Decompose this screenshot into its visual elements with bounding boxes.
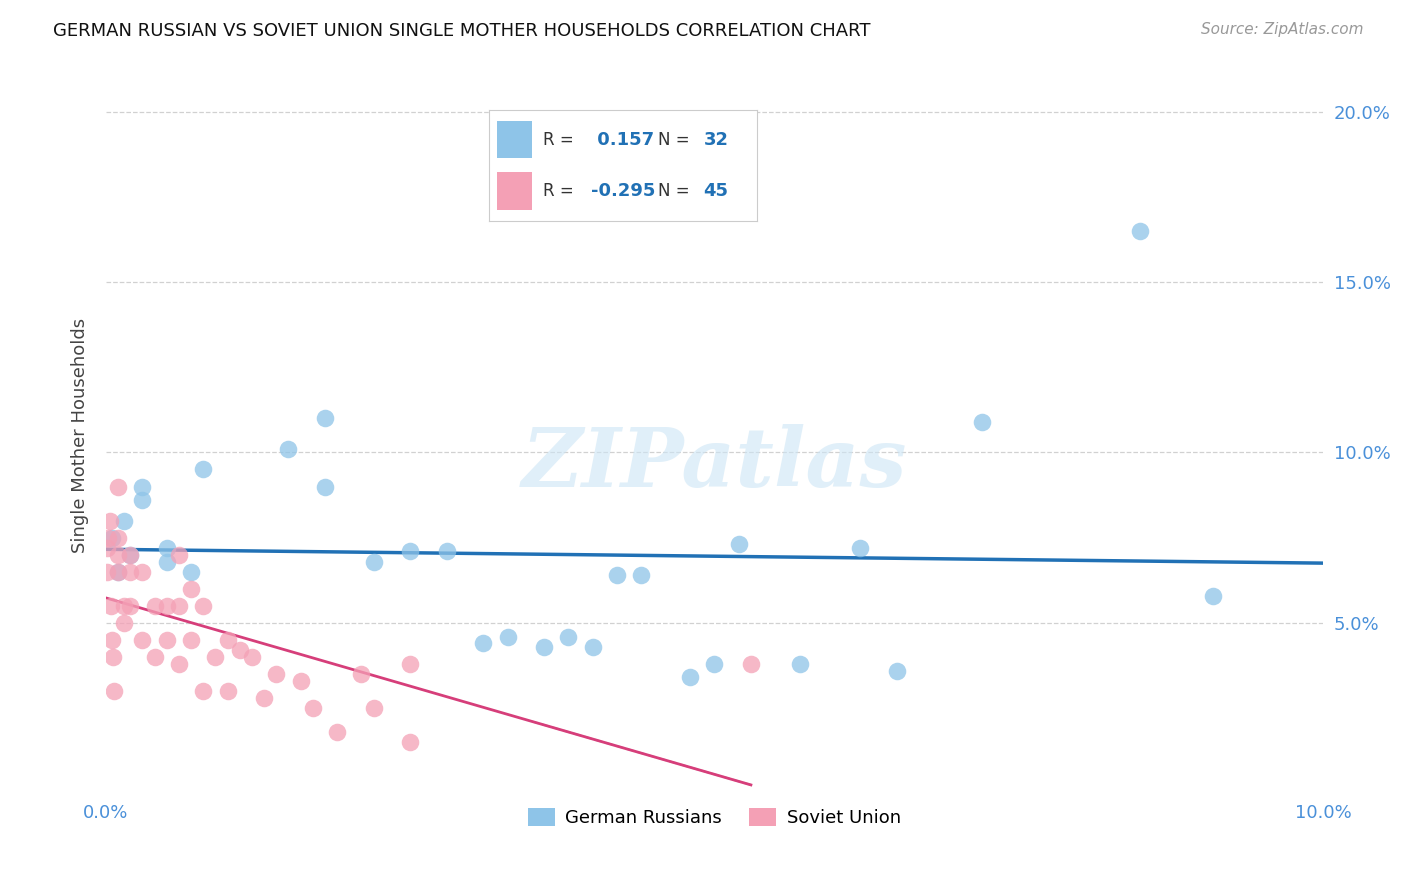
Point	[727, 537, 749, 551]
Point	[103, 684, 125, 698]
Point	[630, 568, 652, 582]
Point	[363, 701, 385, 715]
Point	[229, 643, 252, 657]
Point	[290, 673, 312, 688]
Point	[180, 565, 202, 579]
Point	[703, 657, 725, 671]
Point	[131, 565, 153, 579]
Point	[277, 442, 299, 456]
Point	[886, 664, 908, 678]
Point	[533, 640, 555, 654]
Point	[107, 531, 129, 545]
Point	[180, 582, 202, 596]
Point	[107, 479, 129, 493]
Point	[557, 630, 579, 644]
Point	[96, 541, 118, 555]
Point	[156, 632, 179, 647]
Text: Source: ZipAtlas.com: Source: ZipAtlas.com	[1201, 22, 1364, 37]
Point	[240, 650, 263, 665]
Point	[363, 555, 385, 569]
Point	[193, 599, 215, 613]
Point	[103, 650, 125, 665]
Point	[314, 479, 336, 493]
Point	[740, 657, 762, 671]
Point	[120, 548, 142, 562]
Point	[326, 725, 349, 739]
Point	[1202, 589, 1225, 603]
Legend: German Russians, Soviet Union: German Russians, Soviet Union	[520, 801, 908, 834]
Point	[112, 599, 135, 613]
Point	[217, 684, 239, 698]
Point	[120, 548, 142, 562]
Point	[350, 667, 373, 681]
Point	[101, 531, 124, 545]
Point	[143, 650, 166, 665]
Point	[143, 599, 166, 613]
Text: ZIPatlas: ZIPatlas	[522, 424, 907, 504]
Point	[96, 565, 118, 579]
Point	[107, 565, 129, 579]
Point	[97, 531, 120, 545]
Point	[156, 599, 179, 613]
Point	[167, 657, 190, 671]
Point	[399, 544, 422, 558]
Point	[582, 640, 605, 654]
Point	[120, 565, 142, 579]
Point	[131, 479, 153, 493]
Point	[193, 684, 215, 698]
Point	[156, 541, 179, 555]
Point	[101, 632, 124, 647]
Point	[167, 548, 190, 562]
Point	[436, 544, 458, 558]
Point	[131, 632, 153, 647]
Point	[98, 514, 121, 528]
Point	[1129, 224, 1152, 238]
Point	[217, 632, 239, 647]
Point	[399, 657, 422, 671]
Point	[972, 415, 994, 429]
Point	[107, 565, 129, 579]
Point	[266, 667, 288, 681]
Point	[112, 615, 135, 630]
Point	[399, 735, 422, 749]
Point	[112, 514, 135, 528]
Point	[253, 690, 276, 705]
Point	[193, 462, 215, 476]
Point	[120, 599, 142, 613]
Point	[679, 670, 702, 684]
Point	[156, 555, 179, 569]
Point	[131, 493, 153, 508]
Point	[167, 599, 190, 613]
Point	[204, 650, 226, 665]
Point	[496, 630, 519, 644]
Point	[100, 599, 122, 613]
Point	[849, 541, 872, 555]
Text: GERMAN RUSSIAN VS SOVIET UNION SINGLE MOTHER HOUSEHOLDS CORRELATION CHART: GERMAN RUSSIAN VS SOVIET UNION SINGLE MO…	[53, 22, 870, 40]
Point	[314, 411, 336, 425]
Y-axis label: Single Mother Households: Single Mother Households	[72, 318, 89, 553]
Point	[789, 657, 811, 671]
Point	[472, 636, 495, 650]
Point	[180, 632, 202, 647]
Point	[606, 568, 628, 582]
Point	[107, 548, 129, 562]
Point	[301, 701, 323, 715]
